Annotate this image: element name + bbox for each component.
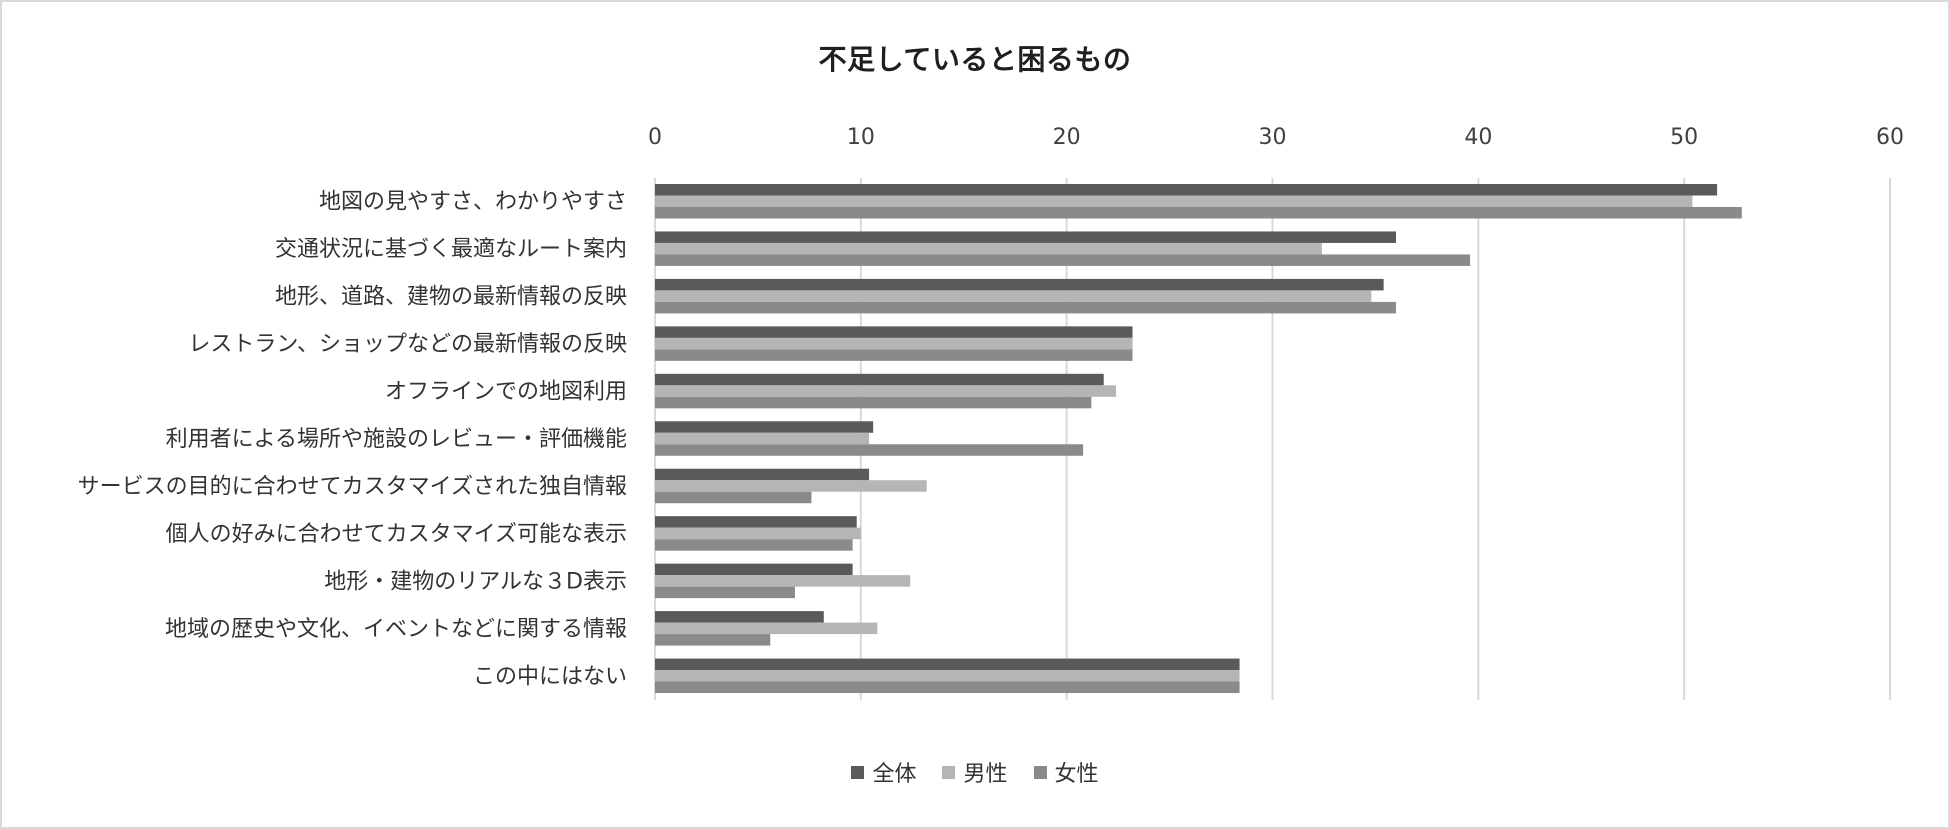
bar-overall <box>655 468 870 481</box>
bar-female <box>655 349 1133 361</box>
category-label: 地図の見やすさ、わかりやすさ <box>319 190 627 215</box>
bar-male <box>655 432 870 445</box>
legend-swatch-male <box>942 765 956 779</box>
category-label: レストラン、ショップなどの最新情報の反映 <box>188 332 627 357</box>
category-label: オフラインでの地図利用 <box>385 380 627 405</box>
chart-title: 不足していると困るもの <box>818 43 1132 76</box>
category-label: 地域の歴史や文化、イベントなどに関する情報 <box>165 617 627 642</box>
x-tick-label-30: 30 <box>1259 125 1287 150</box>
legend-item-female: 女性 <box>1033 756 1099 788</box>
bar-male <box>655 337 1133 350</box>
category-label: 個人の好みに合わせてカスタマイズ可能な表示 <box>166 522 627 547</box>
bar-male <box>655 195 1693 207</box>
category-label: 交通状況に基づく最適なルート案内 <box>275 237 627 262</box>
bar-female <box>655 681 1240 694</box>
bar-female <box>655 634 771 646</box>
bar-female <box>655 444 1084 456</box>
bar-male <box>655 242 1322 255</box>
legend-swatch-overall <box>851 765 865 779</box>
category-label: 地形、道路、建物の最新情報の反映 <box>275 285 627 310</box>
bar-overall <box>655 658 1240 671</box>
legend-item-male: 男性 <box>942 756 1008 788</box>
bar-overall <box>655 231 1396 243</box>
bar-male <box>655 622 878 635</box>
bar-overall <box>655 326 1133 338</box>
bar-overall <box>655 421 874 433</box>
x-tick-label-10: 10 <box>847 125 875 150</box>
legend-label-overall: 全体 <box>872 762 917 787</box>
bar-male <box>655 290 1372 302</box>
chart-legend: 全体 男性 女性 <box>0 756 1950 788</box>
x-tick-label-0: 0 <box>648 125 662 150</box>
bar-overall <box>655 373 1104 386</box>
category-label: 利用者による場所や施設のレビュー・評価機能 <box>166 427 627 452</box>
legend-label-male: 男性 <box>963 762 1008 787</box>
bar-overall <box>655 278 1384 291</box>
x-tick-label-20: 20 <box>1053 125 1081 150</box>
legend-item-overall: 全体 <box>851 756 916 788</box>
bar-overall <box>655 184 1718 196</box>
bar-male <box>655 670 1240 682</box>
bar-male <box>655 575 911 587</box>
x-tick-label-60: 60 <box>1876 125 1904 150</box>
x-tick-label-50: 50 <box>1670 125 1698 150</box>
bar-female <box>655 491 812 504</box>
bar-overall <box>655 611 824 623</box>
bar-male <box>655 385 1117 397</box>
category-label: この中にはない <box>473 664 627 689</box>
legend-swatch-female <box>1033 765 1047 779</box>
category-label: 地形・建物のリアルな３D表示 <box>324 569 627 594</box>
bar-female <box>655 254 1471 266</box>
bar-female <box>655 586 795 599</box>
bar-female <box>655 207 1742 219</box>
bar-male <box>655 480 927 492</box>
x-tick-label-40: 40 <box>1464 125 1492 150</box>
bar-female <box>655 301 1396 314</box>
bar-male <box>655 527 861 540</box>
bar-overall <box>655 563 853 576</box>
legend-label-female: 女性 <box>1054 762 1099 787</box>
bar-female <box>655 396 1092 409</box>
category-label: サービスの目的に合わせてカスタマイズされた独自情報 <box>78 474 627 499</box>
bar-overall <box>655 516 857 528</box>
bar-female <box>655 539 853 551</box>
